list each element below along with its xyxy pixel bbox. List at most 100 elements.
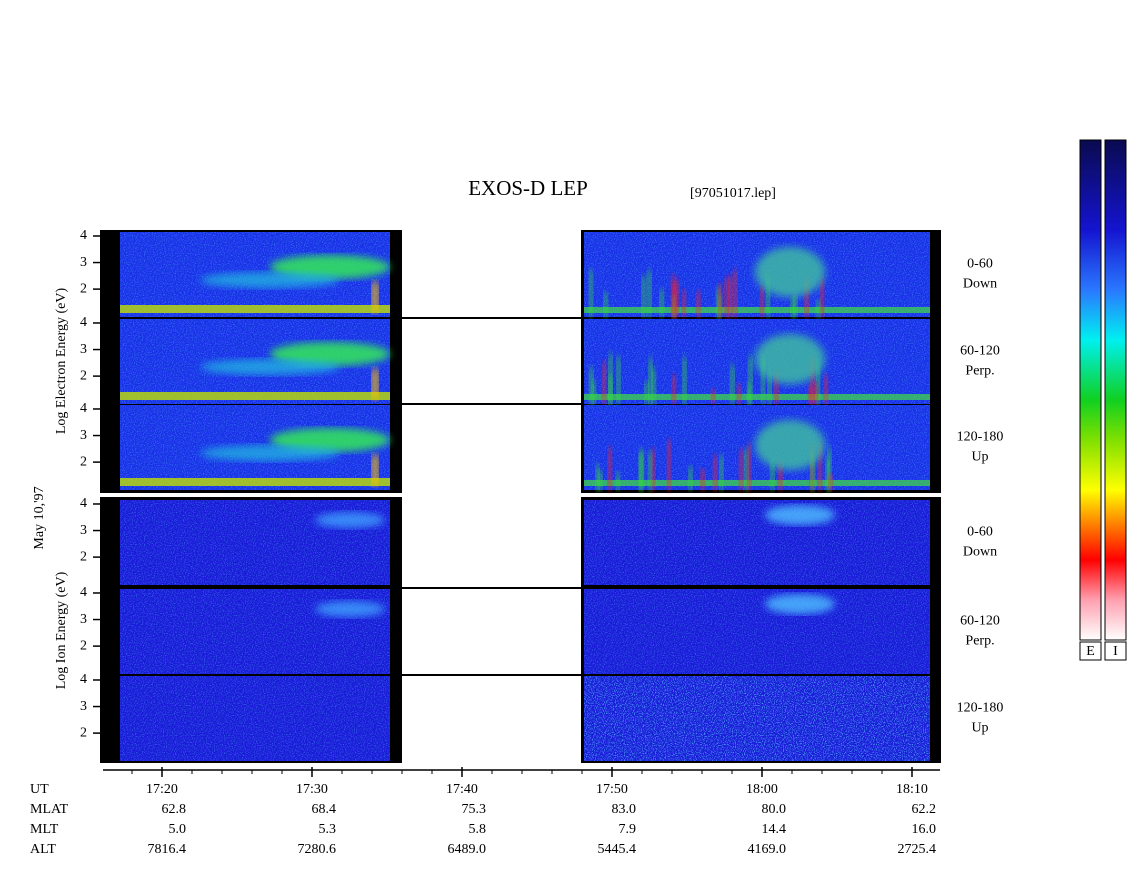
y-axis-label: Log Ion Energy (eV) [54, 571, 69, 689]
spectrogram [584, 232, 930, 317]
date-label: May 10,'97 [32, 486, 47, 549]
spike [608, 354, 613, 404]
spectrogram [584, 589, 930, 674]
x-tick-label: 17:50 [596, 782, 628, 797]
panel-angle: 0-60 [967, 257, 993, 272]
spike [827, 448, 832, 490]
spike [647, 270, 652, 317]
spike [651, 368, 656, 404]
feature [765, 505, 835, 525]
spectrogram [120, 589, 390, 674]
ephemeris-value: 5.3 [319, 822, 337, 837]
spike [748, 356, 753, 404]
spike [724, 278, 729, 317]
ephemeris-value: 16.0 [912, 822, 937, 837]
feature [755, 334, 825, 384]
spectrogram [120, 405, 390, 490]
feature [200, 272, 340, 288]
x-tick-label: 18:10 [896, 782, 928, 797]
spike [810, 357, 815, 404]
spike [767, 371, 772, 404]
spectrogram [120, 319, 390, 404]
spike [688, 466, 693, 490]
feature [765, 594, 835, 614]
panel-direction: Down [963, 545, 997, 560]
spike [589, 367, 594, 404]
spike [641, 276, 646, 317]
spike [595, 464, 600, 490]
spike [790, 297, 795, 317]
y-tick-label: 4 [80, 401, 87, 416]
y-tick-label: 4 [80, 496, 87, 511]
spike [647, 451, 652, 490]
feature [315, 512, 385, 528]
color-bar-label: E [1086, 644, 1095, 659]
y-tick-label: 2 [80, 368, 87, 383]
ephemeris-value: 62.2 [912, 802, 937, 817]
spike [616, 472, 621, 490]
y-tick-label: 4 [80, 672, 87, 687]
y-tick-label: 3 [80, 523, 87, 538]
spike [589, 269, 594, 317]
file-label: [97051017.lep] [690, 186, 776, 201]
title: EXOS-D LEP [468, 176, 588, 200]
color-bar [1079, 139, 1102, 641]
y-tick-label: 3 [80, 699, 87, 714]
spectrogram-noise [584, 589, 930, 674]
spike [666, 440, 671, 490]
spike [682, 290, 687, 317]
spike [682, 357, 687, 404]
feature [755, 420, 825, 470]
y-tick-label: 3 [80, 428, 87, 443]
color-bar [1104, 139, 1127, 641]
band [120, 478, 390, 486]
panel-angle: 120-180 [957, 430, 1004, 445]
spectrogram [584, 319, 930, 404]
y-tick-label: 2 [80, 725, 87, 740]
y-tick-label: 2 [80, 549, 87, 564]
panel-direction: Down [963, 277, 997, 292]
y-tick-label: 3 [80, 612, 87, 627]
feature [755, 247, 825, 297]
spike [616, 356, 621, 404]
spike [730, 365, 735, 404]
spike [672, 283, 677, 317]
panel-angle: 120-180 [957, 701, 1004, 716]
spike [728, 276, 733, 317]
color-bar-label-box [1104, 641, 1127, 661]
spectrogram-noise [584, 676, 930, 761]
spike [793, 293, 798, 317]
spike [648, 358, 653, 404]
spike [770, 460, 775, 490]
row-name: UT [30, 782, 49, 797]
spike [744, 449, 749, 490]
spike [675, 278, 680, 317]
spike [713, 455, 718, 490]
y-tick-label: 3 [80, 255, 87, 270]
spike [733, 270, 738, 317]
ephemeris-value: 83.0 [612, 802, 637, 817]
spike [711, 388, 716, 404]
band [584, 307, 930, 313]
ephemeris-value: 5.8 [469, 822, 487, 837]
x-tick-label: 17:20 [146, 782, 178, 797]
feature [200, 359, 340, 375]
spike [372, 282, 378, 312]
ephemeris-value: 7.9 [619, 822, 637, 837]
y-axis-label: Log Electron Energy (eV) [54, 288, 69, 435]
ephemeris-value: 4169.0 [748, 842, 787, 857]
spike [817, 443, 822, 490]
spike [760, 357, 765, 404]
color-bar-label-box [1079, 641, 1102, 661]
panel-angle: 0-60 [967, 525, 993, 540]
ephemeris-value: 5445.4 [598, 842, 637, 857]
ephemeris-value: 62.8 [162, 802, 187, 817]
ephemeris-value: 14.4 [762, 822, 787, 837]
spike [603, 292, 608, 317]
spectrogram-noise [584, 500, 930, 585]
ephemeris-value: 6489.0 [448, 842, 487, 857]
band [120, 392, 390, 400]
y-tick-label: 4 [80, 585, 87, 600]
spike [639, 449, 644, 490]
